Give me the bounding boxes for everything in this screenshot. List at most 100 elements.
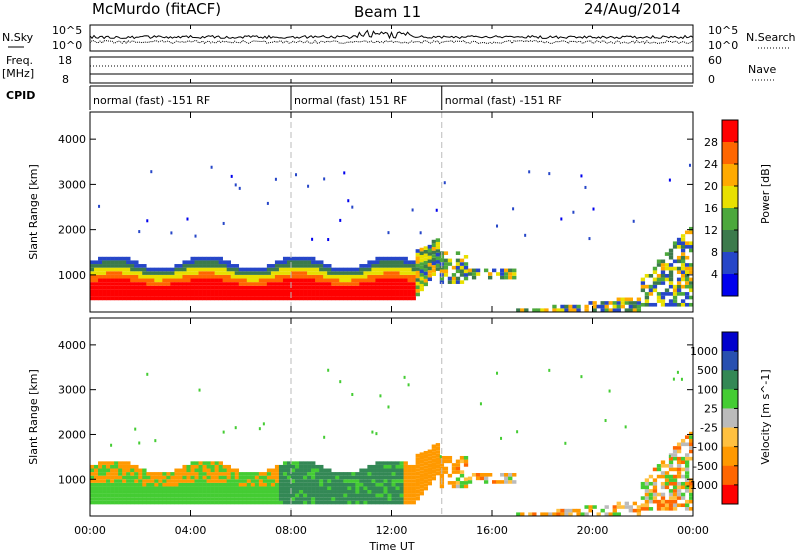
heatmap-cell: [568, 308, 573, 312]
heatmap-cell: [427, 252, 432, 256]
heatmap-cell: [532, 512, 537, 516]
heatmap-cell: [648, 489, 654, 493]
heatmap-cell: [258, 479, 264, 483]
heatmap-cell: [616, 512, 621, 516]
heatmap-cell: [254, 472, 260, 476]
heatmap-cell: [656, 299, 662, 303]
heatmap-cell: [672, 299, 678, 303]
heatmap-cell: [194, 461, 199, 465]
heatmap-cell: [238, 500, 244, 505]
heatmap-cell: [672, 245, 678, 249]
heatmap-cell: [206, 468, 211, 473]
heatmap-cell: [138, 278, 143, 283]
heatmap-cell: [114, 264, 119, 268]
heatmap-cell: [190, 274, 195, 279]
heatmap-cell: [266, 475, 272, 480]
heatmap-cell: [238, 271, 244, 275]
heatmap-cell: [122, 486, 127, 491]
heatmap-cell: [403, 475, 408, 480]
heatmap-cell: [331, 482, 336, 487]
heatmap-cell: [403, 256, 408, 261]
heatmap-cell: [182, 497, 187, 501]
heatmap-cell: [387, 468, 392, 473]
heatmap-cell: [242, 285, 248, 290]
heatmap-cell: [560, 508, 565, 513]
heatmap-cell: [644, 295, 650, 300]
heatmap-cell: [178, 267, 183, 272]
heatmap-cell: [648, 273, 654, 278]
heatmap-cell: [214, 282, 219, 286]
heatmap-cell: [427, 248, 432, 253]
heatmap-cell: [170, 486, 175, 491]
heatmap-cell: [504, 268, 509, 273]
heatmap-cell: [222, 500, 227, 505]
heatmap-cell: [419, 251, 424, 255]
heatmap-cell: [375, 289, 380, 293]
heatmap-cell: [114, 274, 119, 279]
heatmap-cell: [315, 472, 320, 476]
heatmap-cell: [286, 500, 292, 505]
heatmap-cell: [672, 446, 678, 450]
heatmap-cell: [676, 245, 682, 249]
heatmap-cell: [435, 468, 441, 472]
heatmap-cell: [106, 464, 111, 469]
heatmap-cell: [90, 464, 95, 469]
heatmap-cell: [214, 271, 219, 275]
heatmap-cell: [383, 274, 388, 279]
heatmap-cell: [367, 274, 372, 279]
heatmap-cell: [122, 278, 127, 283]
heatmap-cell: [451, 470, 457, 474]
heatmap-cell: [214, 264, 219, 268]
heatmap-cell: [656, 295, 662, 300]
heatmap-cell: [234, 482, 240, 487]
heatmap-cell: [98, 285, 103, 290]
heatmap-cell: [206, 260, 211, 265]
heatmap-cell: [592, 207, 595, 211]
heatmap-cell: [411, 260, 416, 265]
heatmap-cell: [604, 419, 607, 423]
heatmap-cell: [347, 282, 352, 286]
heatmap-cell: [323, 267, 328, 272]
heatmap-cell: [399, 274, 404, 279]
heatmap-cell: [270, 472, 276, 476]
heatmap-cell: [367, 282, 372, 286]
heatmap-cell: [166, 285, 171, 290]
heatmap-cell: [403, 375, 406, 379]
heatmap-cell: [475, 476, 481, 481]
heatmap-cell: [640, 302, 646, 307]
heatmap-cell: [423, 282, 428, 287]
heatmap-cell: [660, 302, 666, 307]
heatmap-cell: [676, 496, 682, 500]
heatmap-cell: [500, 268, 505, 273]
heatmap-cell: [262, 500, 268, 505]
heatmap-cell: [652, 499, 658, 504]
heatmap-cell: [335, 490, 340, 494]
heatmap-cell: [295, 282, 300, 286]
heatmap-cell: [250, 271, 256, 275]
heatmap-cell: [98, 464, 103, 469]
heatmap-cell: [286, 264, 292, 268]
heatmap-cell: [315, 289, 320, 293]
heatmap-cell: [319, 475, 324, 480]
heatmap-cell: [222, 296, 227, 301]
heatmap-cell: [158, 271, 163, 275]
heatmap-cell: [282, 282, 288, 286]
heatmap-cell: [130, 282, 135, 286]
heatmap-cell: [270, 497, 276, 501]
heatmap-cell: [656, 499, 662, 504]
heatmap-cell: [371, 260, 376, 265]
heatmap-cell: [258, 493, 264, 498]
heatmap-cell: [98, 461, 103, 465]
heatmap-cell: [307, 256, 312, 261]
heatmap-cell: [126, 274, 131, 279]
heatmap-cell: [122, 461, 127, 465]
heatmap-cell: [134, 271, 139, 275]
heatmap-cell: [303, 267, 308, 272]
heatmap-cell: [291, 500, 296, 505]
heatmap-cell: [166, 278, 171, 283]
heatmap-cell: [395, 267, 400, 272]
heatmap-cell: [447, 455, 453, 460]
heatmap-cell: [246, 482, 252, 487]
heatmap-cell: [138, 472, 143, 476]
heatmap-cell: [142, 482, 147, 487]
